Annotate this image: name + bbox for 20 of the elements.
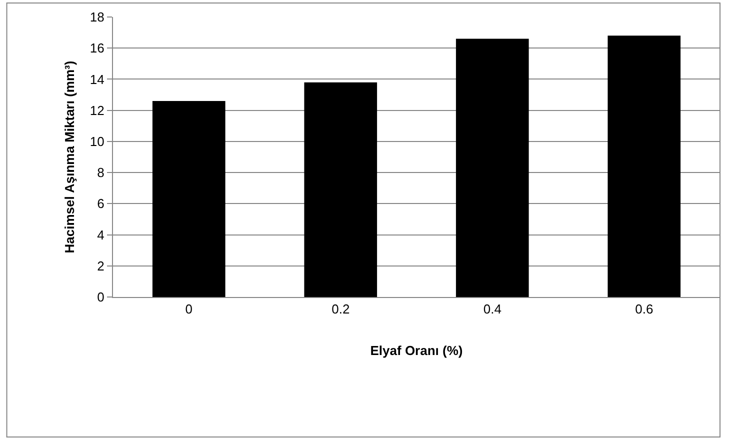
bar xyxy=(152,101,226,297)
bar xyxy=(608,36,681,297)
y-tick-label: 10 xyxy=(90,134,104,149)
y-tick-label: 12 xyxy=(90,102,104,118)
x-axis-title: Elyaf Oranı (%) xyxy=(370,343,463,358)
y-tick-label: 8 xyxy=(97,165,104,180)
y-tick-label: 6 xyxy=(97,196,104,212)
x-tick-label: 0.4 xyxy=(483,302,502,317)
y-tick-label: 4 xyxy=(97,227,104,242)
x-tick-label: 0 xyxy=(185,302,192,317)
bar xyxy=(304,82,378,297)
y-tick-label: 0 xyxy=(97,290,104,305)
x-tick-label: 0.2 xyxy=(332,302,350,317)
y-tick-label: 16 xyxy=(90,40,104,56)
y-tick-label: 14 xyxy=(90,72,104,87)
bar xyxy=(456,38,529,297)
y-tick-label: 18 xyxy=(90,10,104,25)
y-axis-title: Hacimsel Aşınma Miktarı (mm³) xyxy=(62,60,77,254)
y-tick-label: 2 xyxy=(97,258,104,274)
x-tick-label: 0.6 xyxy=(635,302,654,317)
